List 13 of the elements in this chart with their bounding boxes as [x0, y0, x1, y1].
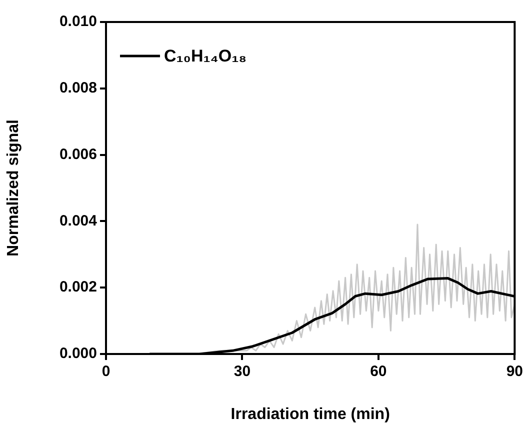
y-tick-label: 0.008: [59, 80, 97, 97]
x-axis-title: Irradiation time (min): [230, 406, 390, 423]
y-tick-label: 0.010: [59, 13, 97, 30]
y-tick-label: 0.002: [59, 278, 97, 296]
x-tick-label: 60: [370, 363, 387, 380]
x-tick-label: 90: [506, 363, 523, 380]
x-tick-label: 30: [234, 363, 251, 380]
x-tick-label: 0: [102, 363, 110, 380]
y-axis-title: Normalized signal: [5, 120, 22, 256]
y-tick-label: 0.000: [59, 345, 97, 362]
y-tick-label: 0.006: [59, 146, 97, 163]
legend-label: C₁₀H₁₄O₁₈: [164, 46, 247, 66]
y-tick-label: 0.004: [59, 212, 98, 230]
